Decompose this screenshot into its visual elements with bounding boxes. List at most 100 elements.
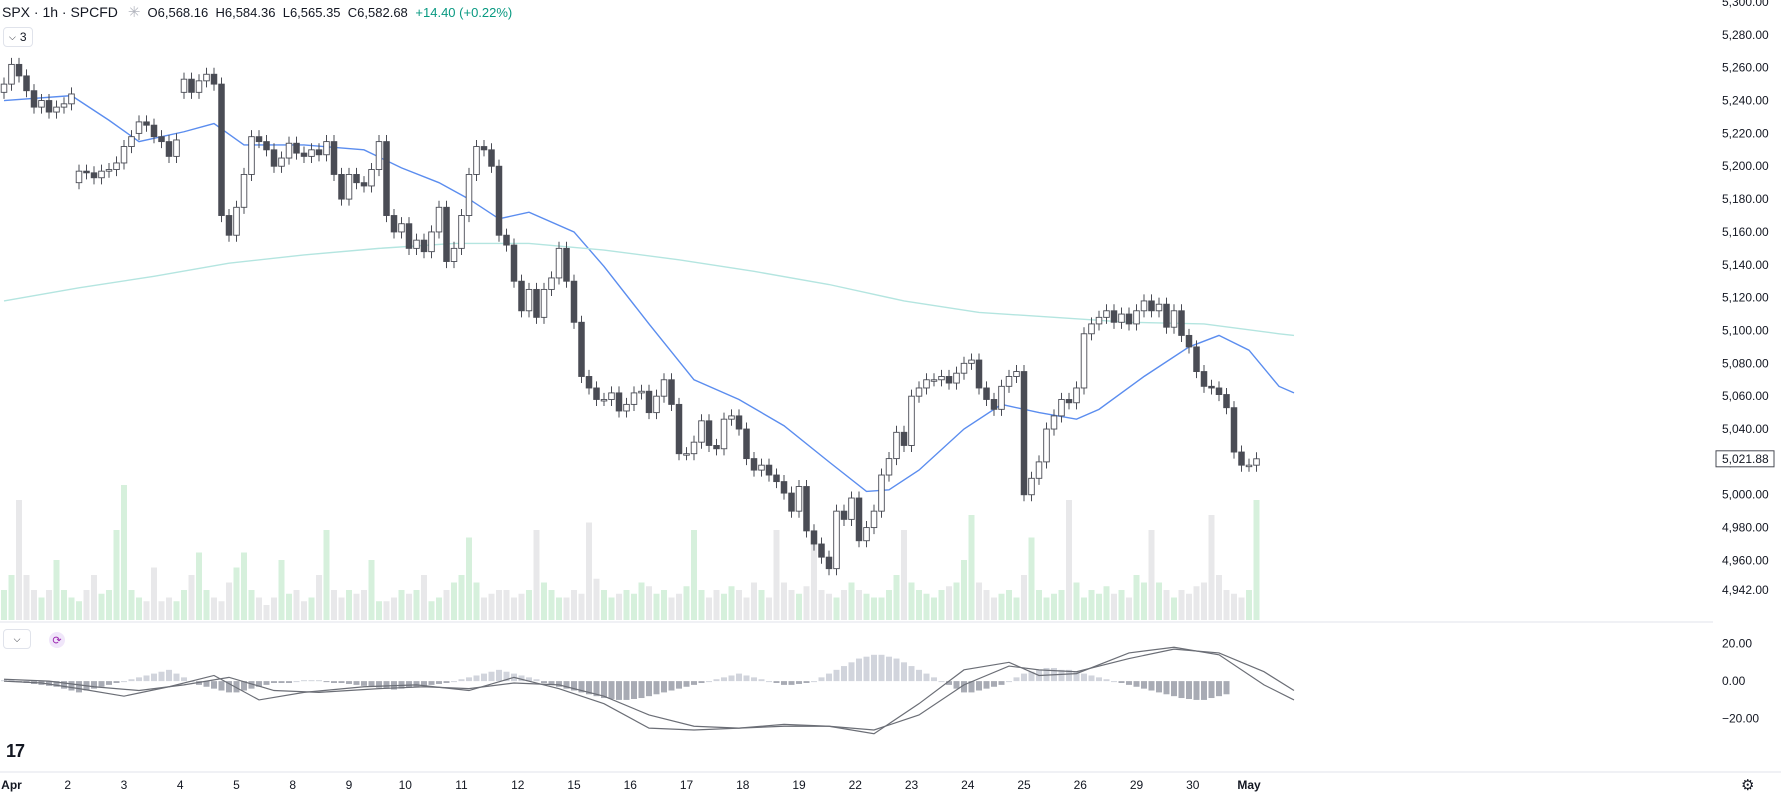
volume-bar [706, 597, 712, 620]
candle-down [293, 142, 300, 154]
volume-bar [1141, 582, 1147, 620]
candle-up [38, 100, 45, 108]
volume-bar [1058, 590, 1065, 620]
price-tick-label: 5,000.00 [1722, 488, 1769, 502]
macd-histogram-bar [1223, 681, 1230, 695]
tradingview-logo-icon[interactable]: 17 [6, 741, 25, 761]
candle-down [705, 420, 713, 446]
candle-down [360, 182, 368, 187]
indicators-collapse-button[interactable]: ⌵ 3 [3, 27, 33, 47]
volume-bar [248, 590, 255, 620]
volume-bar [1148, 530, 1155, 620]
volume-bar [758, 590, 765, 620]
candle-up [548, 277, 555, 290]
candle-down [1238, 451, 1245, 466]
candle-down [990, 399, 998, 410]
candle-up [1050, 415, 1058, 430]
price-tick-label: 5,100.00 [1722, 323, 1769, 337]
candle-down [1178, 310, 1185, 336]
volume-bar [113, 530, 120, 620]
volume-bar [158, 601, 165, 620]
candle-up [968, 359, 975, 364]
macd-histogram-bar [991, 681, 997, 687]
price-tick-label: 5,060.00 [1722, 389, 1769, 403]
macd-histogram-bar [376, 681, 382, 688]
candle-up [1028, 477, 1035, 496]
candle-down [1193, 346, 1200, 373]
volume-bar [556, 597, 562, 620]
volume-bar [76, 601, 82, 620]
candle-up [893, 431, 900, 460]
macd-histogram-bar [278, 681, 285, 683]
candle-down [1208, 385, 1215, 389]
volume-bar [818, 590, 825, 620]
moving-averages [3, 94, 1295, 493]
macd-histogram-bar [563, 681, 570, 689]
chevron-down-icon: ⌵ [13, 633, 21, 644]
time-tick-label: 15 [567, 778, 581, 792]
volume-bar [548, 590, 555, 620]
candle-up [915, 387, 923, 397]
macd-histogram-bar [751, 677, 757, 682]
time-tick-label: 17 [680, 778, 694, 792]
macd-histogram-bar [841, 666, 847, 682]
candle-up [630, 392, 638, 405]
macd-histogram-bar [1208, 681, 1215, 699]
macd-histogram-bar [481, 673, 487, 682]
candle-up [345, 174, 353, 200]
macd-histogram-bar [158, 671, 165, 682]
time-tick-label: 4 [177, 778, 184, 792]
refresh-icon[interactable]: ⟳ [49, 632, 65, 648]
macd-histogram-bar [766, 681, 772, 683]
macd-histogram-bar [338, 681, 345, 683]
time-tick-label: 3 [121, 778, 128, 792]
candle-down [1065, 399, 1073, 404]
macd-histogram-bar [578, 681, 585, 693]
candle-up [240, 174, 248, 208]
macd-histogram-bar [541, 681, 547, 683]
volume-bar [481, 597, 487, 620]
macd-histogram-bar [226, 681, 232, 693]
volume-bar [923, 593, 930, 620]
volume-bar [143, 601, 150, 620]
symbol-title[interactable]: SPX · 1h · SPCFD [2, 4, 118, 20]
candle-down [188, 78, 195, 93]
candle-up [53, 106, 60, 113]
volume-bar [811, 537, 817, 620]
volume-bar [563, 597, 570, 620]
candle-down [743, 428, 750, 460]
volume-bar [308, 597, 315, 620]
volume-bar [773, 530, 780, 620]
candle-up [870, 510, 878, 529]
macd-histogram-bar [976, 681, 982, 691]
volume-bar [518, 593, 525, 620]
macd-histogram-bar [353, 681, 360, 685]
candle-down [165, 141, 173, 157]
macd-histogram-bar [458, 679, 465, 682]
high-label: H [215, 4, 225, 20]
low-value: 6,565.35 [289, 4, 341, 20]
high-value: 6,584.36 [224, 4, 276, 20]
volume-bar [1238, 597, 1245, 620]
macd-collapse-button[interactable]: ⌵ [3, 629, 31, 649]
volume-bar [1231, 593, 1237, 620]
macd-histogram-bar [106, 681, 112, 685]
candle-up [608, 392, 615, 400]
macd-histogram-bar [1088, 675, 1095, 682]
macd-histogram-bar [218, 681, 225, 691]
macd-histogram-bar [496, 669, 502, 682]
macd-histogram-bar [728, 675, 735, 682]
volume-bar [953, 582, 960, 620]
time-tick-label: 18 [736, 778, 750, 792]
volume-bar [421, 575, 427, 620]
close-label: C [347, 4, 358, 20]
candle-down [983, 387, 990, 400]
macd-histogram-bar [1148, 681, 1155, 691]
gear-icon[interactable]: ⚙ [1741, 777, 1755, 794]
volume-bar [961, 560, 967, 620]
time-tick-label: Apr [1, 778, 22, 792]
volume-bar [751, 582, 757, 620]
candle-up [1118, 313, 1125, 323]
candle-down [503, 234, 510, 246]
